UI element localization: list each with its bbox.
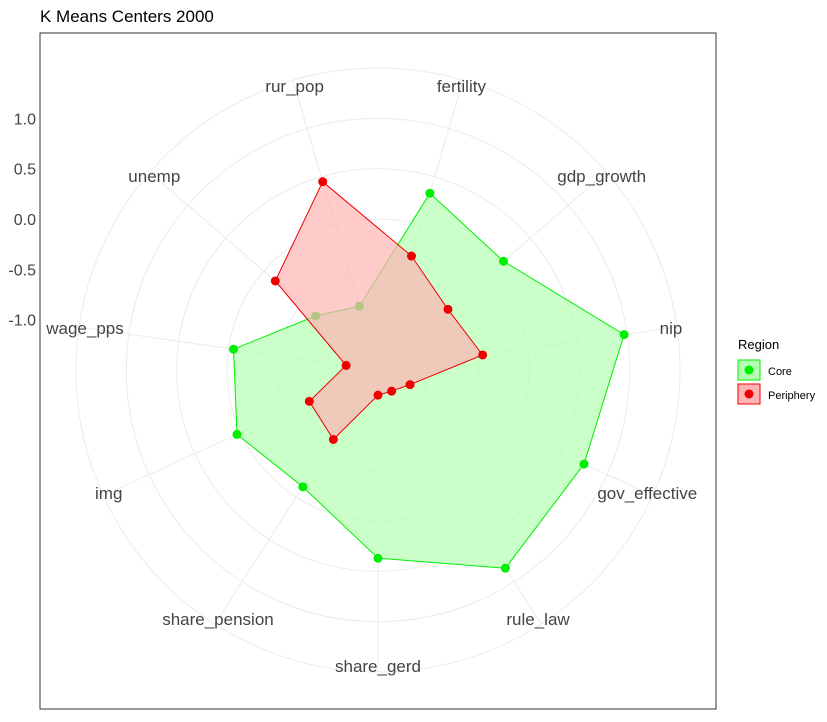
axis-label: wage_pps (45, 319, 124, 338)
data-point (443, 304, 453, 314)
legend: Region Core Periphery (737, 337, 816, 405)
legend-label-core: Core (768, 366, 792, 378)
legend-label-periphery: Periphery (768, 390, 816, 402)
data-point (373, 390, 383, 400)
axis-label: rur_pop (265, 77, 324, 96)
r-tick-label: -1.0 (8, 313, 36, 330)
data-point (232, 429, 242, 439)
data-point (425, 188, 435, 198)
chart-title: K Means Centers 2000 (40, 7, 214, 26)
legend-point-core (744, 365, 754, 375)
axis-label: share_gerd (335, 657, 421, 676)
r-tick-label: 0.0 (14, 212, 36, 229)
data-point (229, 344, 239, 354)
data-point (478, 350, 488, 360)
data-point (500, 563, 510, 573)
axis-label: gov_effective (597, 484, 697, 503)
axis-label: rule_law (506, 610, 570, 629)
data-point (406, 251, 416, 261)
data-point (328, 434, 338, 444)
axis-label: img (95, 484, 122, 503)
data-point (579, 459, 589, 469)
axis-label: share_pension (162, 610, 274, 629)
axis-label: nip (660, 319, 683, 338)
data-point (270, 276, 280, 286)
series-layer (229, 177, 629, 573)
r-tick-layer: 1.0 0.5 0.0 -0.5 -1.0 (8, 111, 36, 329)
legend-title: Region (738, 337, 779, 352)
axis-label: unemp (128, 167, 180, 186)
data-point (405, 380, 415, 390)
data-point (304, 396, 314, 406)
data-point (499, 256, 509, 266)
r-tick-label: 1.0 (14, 111, 36, 128)
series-area (274, 180, 484, 441)
data-point (298, 482, 308, 492)
r-tick-label: 0.5 (14, 162, 36, 179)
data-point (318, 177, 328, 187)
axis-label: fertility (437, 77, 487, 96)
series-periphery (270, 177, 488, 444)
data-point (387, 386, 397, 396)
data-point (341, 360, 351, 370)
legend-point-periphery (744, 389, 754, 399)
data-point (619, 330, 629, 340)
r-tick-label: -0.5 (8, 262, 36, 279)
axis-label: gdp_growth (557, 167, 646, 186)
data-point (373, 553, 383, 563)
